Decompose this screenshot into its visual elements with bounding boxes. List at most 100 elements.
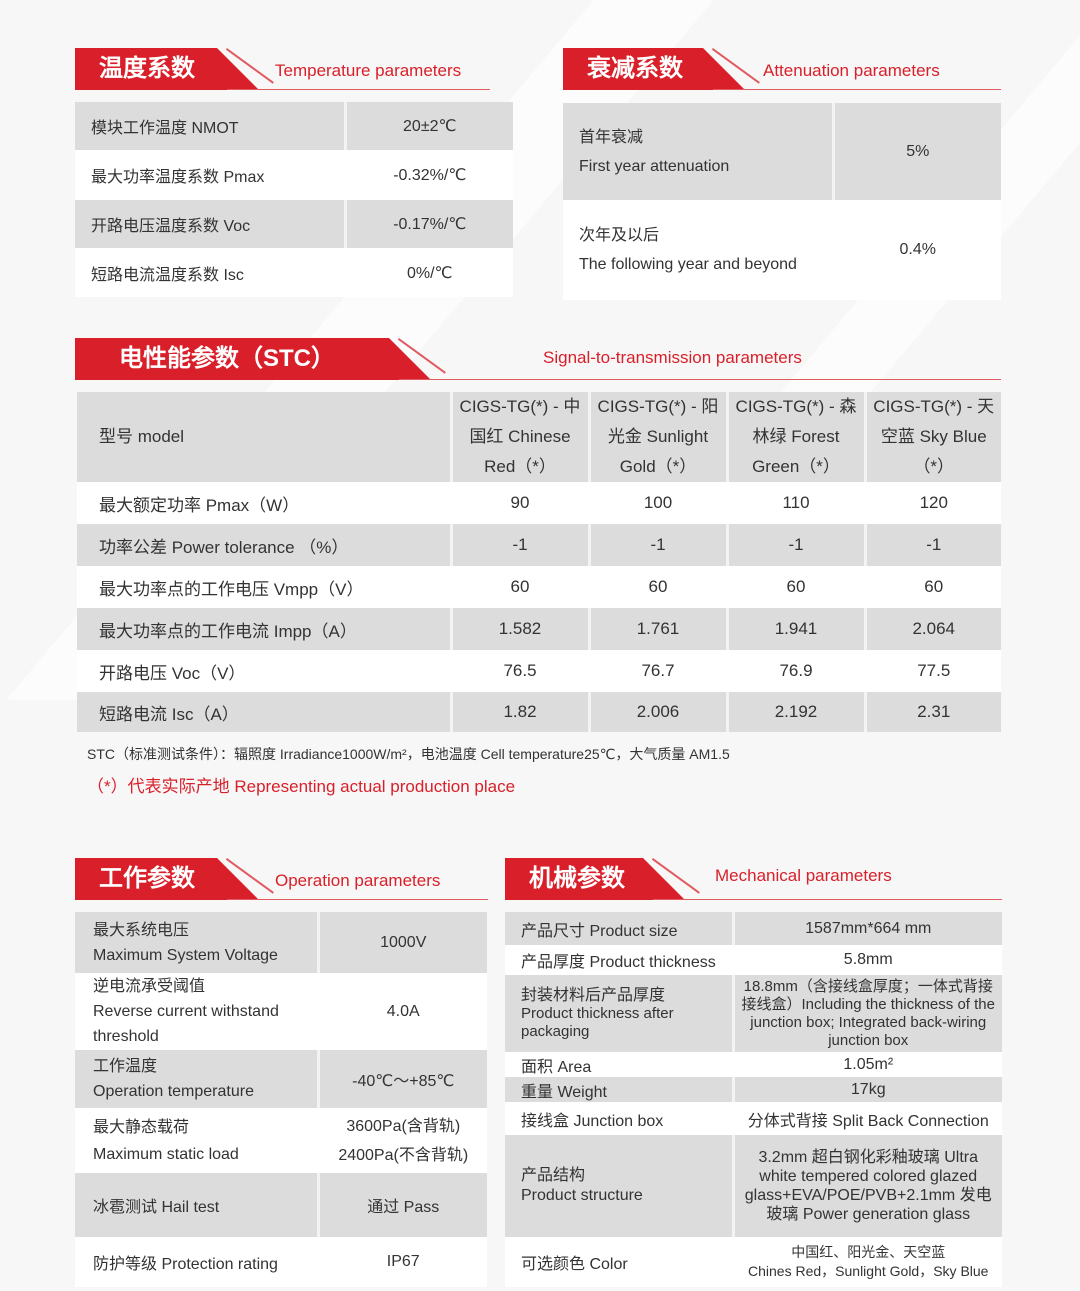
label-cn: 首年衰减 xyxy=(579,128,644,146)
header-rule xyxy=(399,338,1001,380)
cell-value: -1 xyxy=(449,524,589,566)
cell-label: 开路电压温度系数 Voc xyxy=(75,200,345,248)
cell-label: 封装材料后产品厚度 Product thickness after packagi… xyxy=(505,975,733,1052)
mechanical-header: 机械参数 Mechanical parameters xyxy=(505,858,1002,900)
label-en: The following year and beyond xyxy=(579,256,797,273)
header-rule xyxy=(227,858,488,900)
label-en: Product structure xyxy=(521,1187,643,1204)
cell-value: 77.5 xyxy=(863,650,1001,692)
cell-label: 最大额定功率 Pmax（W） xyxy=(77,482,451,524)
table-row: 次年及以后 The following year and beyond 0.4% xyxy=(563,200,1001,300)
cell-value: 2.006 xyxy=(587,692,727,732)
table-row: 产品尺寸 Product size 1587mm*664 mm xyxy=(505,912,1002,945)
cell-label: 最大功率点的工作电压 Vmpp（V） xyxy=(77,566,451,608)
cell-label: 最大功率点的工作电流 Impp（A） xyxy=(77,608,451,650)
table-row: 最大系统电压 Maximum System Voltage 1000V xyxy=(75,912,487,973)
cell-label: 次年及以后 The following year and beyond xyxy=(563,200,833,300)
cell-value: 60 xyxy=(863,566,1001,608)
table-row: 重量 Weight 17kg xyxy=(505,1077,1002,1102)
temperature-table: 模块工作温度 NMOT 20±2℃ 最大功率温度系数 Pmax -0.32%/℃ 开… xyxy=(75,102,513,297)
value-line: 3600Pa(含背轨) xyxy=(346,1117,461,1135)
table-row: 产品厚度 Product thickness 5.8mm xyxy=(505,945,1002,975)
table-row: 最大静态载荷 Maximum static load 3600Pa(含背轨) 2400… xyxy=(75,1108,487,1173)
table-row: 模块工作温度 NMOT 20±2℃ xyxy=(75,102,513,150)
cell-value: 76.5 xyxy=(449,650,589,692)
cell-value: 1.05m² xyxy=(731,1052,1002,1077)
temperature-title-en: Temperature parameters xyxy=(275,61,462,80)
cell-value: 1.582 xyxy=(449,608,589,650)
cell-label: 接线盒 Junction box xyxy=(505,1102,733,1135)
cell-value: 76.7 xyxy=(587,650,727,692)
cell-label: 产品结构 Product structure xyxy=(505,1135,733,1237)
table-row: 最大功率温度系数 Pmax -0.32%/℃ xyxy=(75,150,513,200)
header-model: 型号 model xyxy=(77,392,451,482)
cell-value: 110 xyxy=(725,482,865,524)
header-chinese-red: CIGS-TG(*) - 中国红 Chinese Red（*） xyxy=(449,392,589,482)
label-cn: 次年及以后 xyxy=(579,227,660,244)
cell-value: 3600Pa(含背轨) 2400Pa(不含背轨) xyxy=(316,1108,487,1173)
table-row: 面积 Area 1.05m² xyxy=(505,1052,1002,1077)
cell-label: 工作温度 Operation temperature xyxy=(75,1050,318,1108)
mechanical-table: 产品尺寸 Product size 1587mm*664 mm 产品厚度 Prod… xyxy=(505,912,1002,1287)
cell-value: 5% xyxy=(831,103,1001,200)
label-en: Maximum static load xyxy=(93,1145,239,1163)
attenuation-header: 衰减系数 Attenuation parameters xyxy=(563,48,1001,90)
table-row: 功率公差 Power tolerance （%） -1 -1 -1 -1 xyxy=(77,524,1001,566)
label-cn: 封装材料后产品厚度 xyxy=(521,986,666,1004)
header-forest-green: CIGS-TG(*) - 森林绿 Forest Green（*） xyxy=(725,392,865,482)
cell-label: 功率公差 Power tolerance （%） xyxy=(77,524,451,566)
table-row: 最大功率点的工作电流 Impp（A） 1.582 1.761 1.941 2.064 xyxy=(77,608,1001,650)
label-en: Maximum System Voltage xyxy=(93,946,278,964)
cell-label: 短路电流 Isc（A） xyxy=(77,692,451,732)
cell-value: 分体式背接 Split Back Connection xyxy=(731,1102,1002,1135)
stc-note: STC（标准测试条件）：辐照度 Irradiance1000W/m²，电池温度 … xyxy=(87,746,730,762)
table-row: 逆电流承受阈值 Reverse current withstand thresho… xyxy=(75,973,487,1050)
stc-table: 型号 model CIGS-TG(*) - 中国红 Chinese Red（*）… xyxy=(77,392,1001,732)
cell-value: -1 xyxy=(863,524,1001,566)
label-en: Product thickness after packaging xyxy=(521,1004,674,1040)
cell-value: 90 xyxy=(449,482,589,524)
operation-title-en: Operation parameters xyxy=(275,871,441,890)
table-row: 最大功率点的工作电压 Vmpp（V） 60 60 60 60 xyxy=(77,566,1001,608)
attenuation-table: 首年衰减 First year attenuation 5% 次年及以后 The fo… xyxy=(563,103,1001,300)
table-row: 短路电流温度系数 Isc 0%/℃ xyxy=(75,248,513,297)
cell-value: 100 xyxy=(587,482,727,524)
header-rule xyxy=(713,48,1001,90)
cell-value: 60 xyxy=(449,566,589,608)
cell-value: 通过 Pass xyxy=(316,1173,487,1237)
cell-value: 17kg xyxy=(731,1077,1002,1102)
cell-value: -0.32%/℃ xyxy=(343,150,513,200)
table-row: 短路电流 Isc（A） 1.82 2.006 2.192 2.31 xyxy=(77,692,1001,732)
cell-label: 短路电流温度系数 Isc xyxy=(75,248,345,297)
cell-value: 1.761 xyxy=(587,608,727,650)
table-header-row: 型号 model CIGS-TG(*) - 中国红 Chinese Red（*）… xyxy=(77,392,1001,482)
stc-title-en: Signal-to-transmission parameters xyxy=(543,348,802,367)
cell-value: 5.8mm xyxy=(731,945,1002,975)
cell-label: 首年衰减 First year attenuation xyxy=(563,103,833,200)
cell-label: 产品尺寸 Product size xyxy=(505,912,733,945)
cell-value: 3.2mm 超白钢化彩釉玻璃 Ultra white tempered colo… xyxy=(731,1135,1002,1237)
table-row: 最大额定功率 Pmax（W） 90 100 110 120 xyxy=(77,482,1001,524)
cell-label: 开路电压 Voc（V） xyxy=(77,650,451,692)
cell-value: 60 xyxy=(725,566,865,608)
label-en: Reverse current withstand threshold xyxy=(93,1003,279,1045)
cell-value: -40℃～+85℃ xyxy=(316,1050,487,1108)
cell-label: 产品厚度 Product thickness xyxy=(505,945,733,975)
cell-value: 76.9 xyxy=(725,650,865,692)
stc-title-cn: 电性能参数（STC） xyxy=(75,338,431,380)
cell-value: IP67 xyxy=(316,1237,487,1287)
table-row: 首年衰减 First year attenuation 5% xyxy=(563,103,1001,200)
cell-value: 1000V xyxy=(316,912,487,973)
table-row: 开路电压 Voc（V） 76.5 76.7 76.9 77.5 xyxy=(77,650,1001,692)
cell-value: -1 xyxy=(587,524,727,566)
cell-value: 20±2℃ xyxy=(343,102,513,150)
table-row: 防护等级 Protection rating IP67 xyxy=(75,1237,487,1287)
cell-label: 防护等级 Protection rating xyxy=(75,1237,318,1287)
cell-value: -1 xyxy=(725,524,865,566)
cell-value: 18.8mm（含接线盒厚度；一体式背接接线盒）Including the thi… xyxy=(731,975,1002,1052)
cell-value: 60 xyxy=(587,566,727,608)
header-rule xyxy=(653,858,1002,900)
cell-value: 中国红、阳光金、天空蓝 Chines Red，Sunlight Gold，Sky … xyxy=(731,1237,1002,1287)
value-en: Chines Red，Sunlight Gold，Sky Blue xyxy=(748,1263,989,1279)
label-cn: 工作温度 xyxy=(93,1058,158,1075)
